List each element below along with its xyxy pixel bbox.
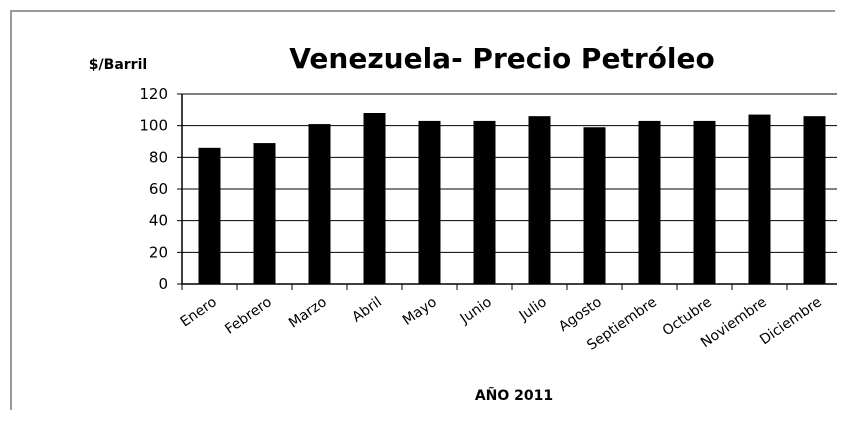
- bar: [253, 143, 276, 284]
- x-tick-label: Junio: [457, 294, 495, 327]
- chart-frame: Venezuela- Precio Petróleo $/Barril AÑO …: [10, 10, 837, 410]
- bar-chart: Venezuela- Precio Petróleo $/Barril AÑO …: [89, 42, 837, 404]
- x-tick-label: Febrero: [222, 294, 274, 337]
- bar: [803, 116, 826, 285]
- bar: [583, 127, 606, 284]
- y-tick-label: 120: [139, 85, 168, 103]
- y-tick-label: 20: [149, 243, 168, 261]
- x-tick-label: Diciembre: [757, 294, 825, 348]
- y-tick-label: 40: [149, 212, 168, 230]
- x-tick-label: Enero: [178, 294, 220, 330]
- bar: [308, 124, 331, 284]
- x-tick-label: Marzo: [286, 294, 330, 331]
- x-tick-label: Julio: [516, 294, 550, 325]
- bar: [748, 114, 771, 284]
- x-tick-label: Mayo: [400, 294, 440, 329]
- y-tick-label: 100: [139, 117, 168, 135]
- x-tick-label: Agosto: [556, 294, 605, 335]
- y-tick-label: 80: [149, 148, 168, 166]
- bar: [528, 116, 551, 285]
- y-axis-label: $/Barril: [89, 57, 147, 73]
- x-axis-label: AÑO 2011: [475, 387, 553, 404]
- bars: [198, 113, 826, 285]
- axes: [177, 93, 837, 290]
- x-tick-label: Abril: [349, 294, 384, 325]
- grid-lines: [182, 93, 837, 253]
- bar: [363, 113, 386, 284]
- x-tick-labels: Enero Febrero Marzo Abril Mayo Junio Julio Agos…: [178, 294, 825, 354]
- bar: [693, 120, 716, 285]
- bar: [198, 147, 221, 284]
- chart-title: Venezuela- Precio Petróleo: [289, 42, 714, 75]
- bar: [473, 120, 496, 285]
- y-tick-label: 60: [149, 180, 168, 198]
- y-tick-label: 0: [158, 275, 168, 293]
- y-tick-labels: 0 20 40 60 80 100 120: [139, 85, 168, 293]
- bar: [638, 120, 661, 285]
- bar: [418, 120, 441, 285]
